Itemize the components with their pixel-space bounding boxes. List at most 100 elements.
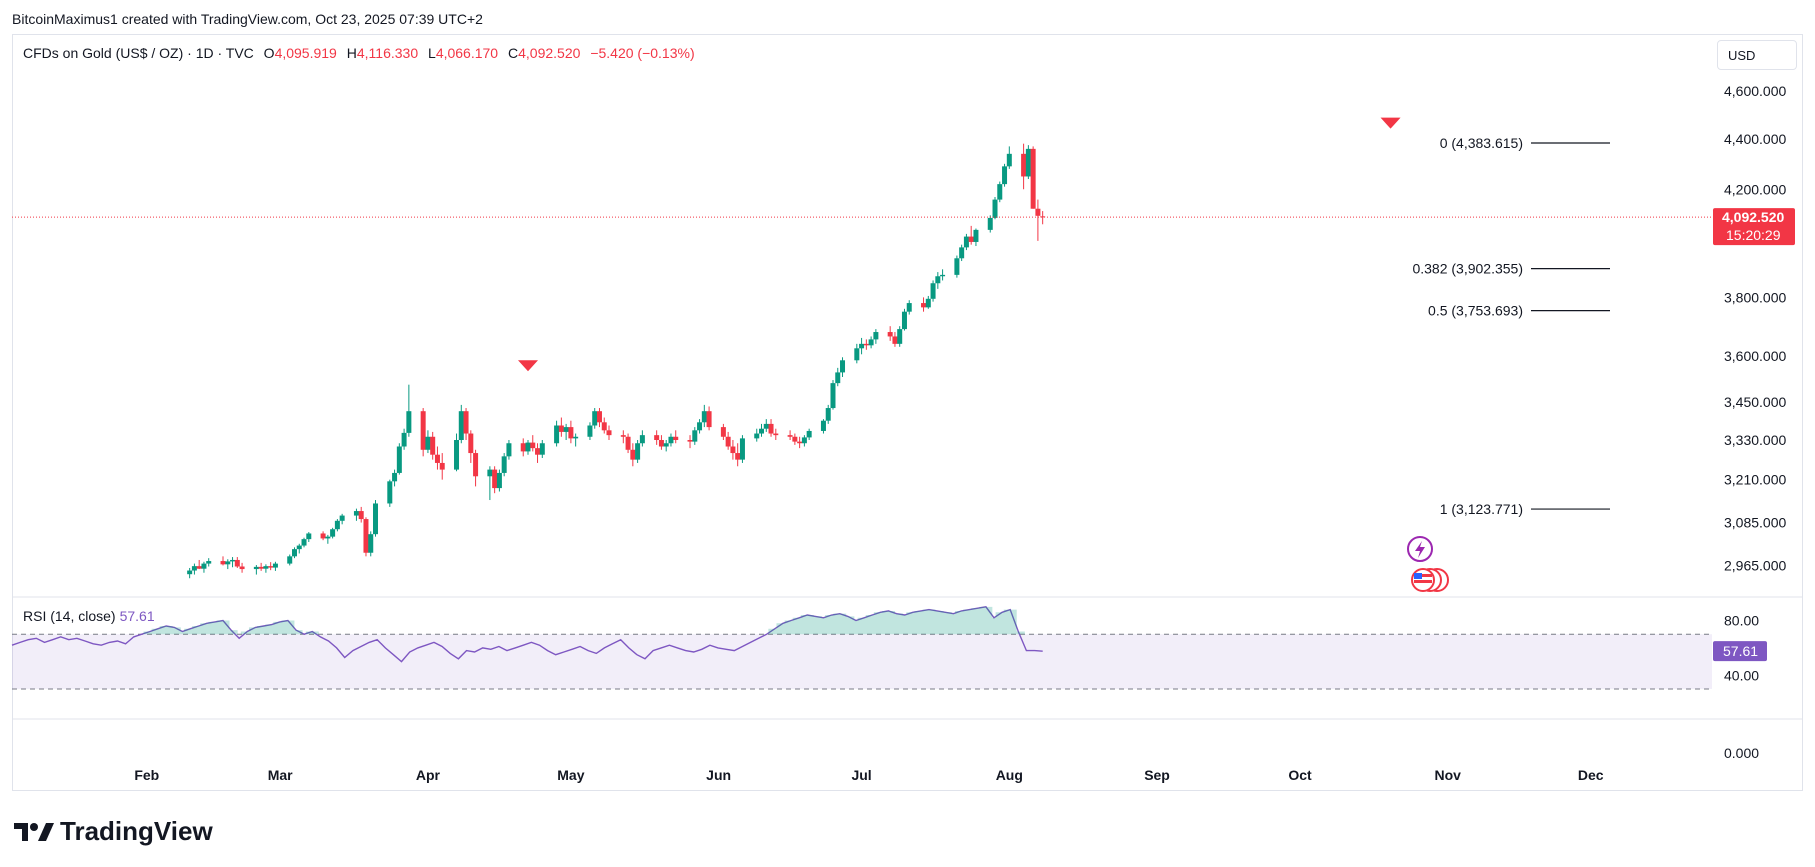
- candle: [1030, 146, 1036, 209]
- candle-body: [963, 236, 969, 248]
- y-tick-label: 3,800.000: [1724, 289, 1786, 305]
- symbol-legend: CFDs on Gold (US$ / OZ) · 1D · TVC O4,09…: [23, 45, 701, 61]
- candle-body: [558, 425, 564, 432]
- candle-body: [596, 411, 602, 423]
- candle-body: [987, 217, 993, 230]
- change-value: −5.420 (−0.13%): [590, 45, 695, 61]
- candle: [763, 419, 769, 432]
- x-tick-label: Apr: [416, 767, 441, 783]
- y-tick-label: 4,200.000: [1724, 181, 1786, 197]
- x-tick-label: Nov: [1435, 767, 1462, 783]
- candle: [325, 534, 331, 544]
- candle-body: [801, 437, 807, 444]
- candle: [492, 466, 498, 494]
- candle: [759, 423, 765, 437]
- candle: [296, 543, 302, 554]
- candle-body: [239, 566, 245, 570]
- candle: [468, 430, 474, 463]
- candle-body: [592, 411, 598, 426]
- candle-body: [568, 427, 574, 439]
- x-tick-label: Oct: [1288, 767, 1312, 783]
- candle: [601, 417, 607, 434]
- candle-body: [663, 443, 669, 447]
- candle-body: [573, 436, 579, 439]
- candle: [568, 420, 574, 444]
- candle-body: [925, 298, 931, 308]
- candle: [706, 406, 712, 431]
- y-tick-label: 3,210.000: [1724, 472, 1786, 488]
- candle: [501, 453, 507, 477]
- candle-body: [287, 556, 293, 564]
- candle: [787, 430, 793, 440]
- candle-body: [406, 411, 412, 433]
- rsi-line: [11, 606, 1043, 663]
- candle-body: [263, 566, 269, 569]
- time-axis: Feb Mar Apr May Jun Jul Aug Sep Oct Nov Dec: [134, 767, 1603, 783]
- candle-body: [268, 566, 274, 568]
- candle-body: [973, 229, 979, 242]
- candle-body: [1030, 148, 1036, 209]
- candle: [506, 440, 512, 460]
- candle: [868, 336, 874, 349]
- candle: [859, 337, 865, 355]
- candle: [558, 417, 564, 437]
- candle: [854, 343, 860, 364]
- candle: [592, 408, 598, 429]
- candle: [263, 564, 269, 573]
- candle-body: [620, 435, 626, 437]
- candle: [496, 469, 502, 492]
- x-tick-label: Jul: [851, 767, 871, 783]
- candle-body: [201, 563, 207, 569]
- candle-body: [587, 425, 593, 437]
- candle-body: [187, 570, 193, 575]
- candle-body: [673, 436, 679, 440]
- candle: [587, 422, 593, 440]
- us-flag-icon[interactable]: [1411, 568, 1449, 592]
- candle-body: [820, 420, 826, 431]
- candle: [268, 562, 274, 571]
- candle-body: [835, 372, 841, 384]
- candle-body: [420, 411, 426, 450]
- y-tick-label: 4,400.000: [1724, 131, 1786, 147]
- candle: [1035, 199, 1041, 241]
- candle-body: [859, 343, 865, 349]
- close-value: 4,092.520: [518, 45, 581, 61]
- x-tick-label: Dec: [1578, 767, 1604, 783]
- candle-body: [506, 443, 512, 457]
- y-tick-label: 3,330.000: [1724, 432, 1786, 448]
- candle: [830, 380, 836, 410]
- candle-body: [930, 283, 936, 299]
- rsi-tick-label: 0.000: [1724, 745, 1759, 761]
- candle: [697, 419, 703, 434]
- candle-body: [306, 533, 312, 540]
- candle: [1025, 145, 1031, 180]
- candle-body: [253, 566, 259, 570]
- candle: [230, 557, 236, 568]
- candle-body: [763, 423, 769, 429]
- candle-body: [272, 563, 278, 568]
- signal-markers: [518, 117, 1401, 372]
- candle: [1002, 163, 1008, 187]
- candle-body: [825, 408, 831, 421]
- candle-body: [806, 430, 812, 438]
- rsi-legend: RSI (14, close) 57.61: [23, 608, 155, 624]
- candle-body: [639, 435, 645, 444]
- lightning-icon[interactable]: [1407, 536, 1433, 562]
- candle: [887, 326, 893, 341]
- candle-body: [520, 443, 526, 452]
- candle: [596, 408, 602, 428]
- currency-selector[interactable]: USD: [1717, 40, 1797, 70]
- candle: [401, 428, 407, 450]
- candle-body: [225, 561, 231, 565]
- candle-body: [792, 436, 798, 442]
- candle: [701, 404, 707, 428]
- candle-body: [754, 433, 760, 439]
- candle: [963, 233, 969, 251]
- candle: [987, 215, 993, 233]
- candle-body: [535, 448, 541, 455]
- candle: [692, 427, 698, 445]
- candle-body: [954, 258, 960, 275]
- candle-body: [434, 454, 440, 463]
- candle: [606, 425, 612, 440]
